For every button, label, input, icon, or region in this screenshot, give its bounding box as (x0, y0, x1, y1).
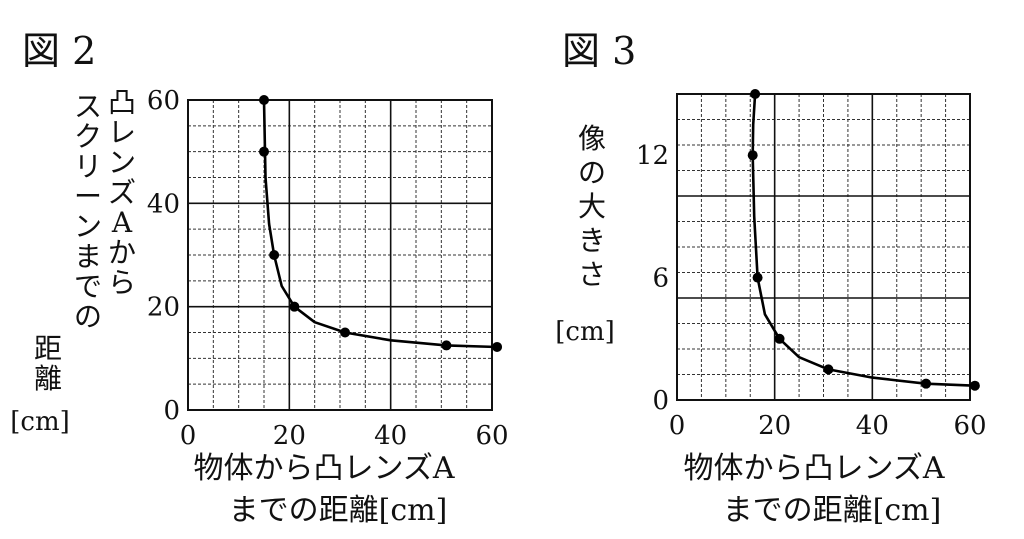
data-point (969, 380, 980, 391)
y-tick-label: 0 (163, 396, 180, 426)
x-tick-label: 20 (758, 411, 791, 441)
y-tick-label: 60 (147, 86, 180, 116)
data-point (921, 378, 932, 389)
y-tick-label: 40 (147, 189, 180, 219)
data-point (750, 89, 761, 99)
data-point (259, 146, 269, 157)
data-point (340, 327, 351, 338)
data-point (492, 341, 503, 352)
y-axis-label-line: 距離 (34, 332, 62, 395)
y-axis-label-line: スクリーンまでの (74, 90, 102, 333)
chart-2 (187, 95, 503, 411)
y-axis-unit: [cm] (555, 317, 615, 347)
x-tick-label: 60 (953, 411, 986, 441)
y-tick-label: 6 (652, 264, 669, 294)
y-tick-label: 0 (652, 386, 669, 416)
x-axis-label-line: 物体から凸レンズA (683, 451, 944, 486)
figure-label: 図 2 (22, 29, 96, 73)
data-point (289, 301, 300, 312)
y-axis-label-line: 凸レンズ A から (108, 86, 136, 299)
x-tick-label: 40 (856, 411, 889, 441)
x-tick-label: 40 (374, 421, 407, 451)
data-point (823, 364, 834, 375)
y-axis-label-line: 像の大きさ (578, 122, 606, 291)
x-tick-label: 60 (475, 421, 508, 451)
y-axis-unit: [cm] (10, 407, 70, 437)
y-tick-label: 20 (147, 293, 180, 323)
data-point (259, 95, 269, 105)
data-point (774, 333, 785, 344)
series-curve (262, 99, 498, 349)
x-tick-label: 0 (669, 411, 686, 441)
x-axis-label-line: 物体から凸レンズA (193, 451, 454, 486)
x-tick-label: 0 (180, 421, 197, 451)
x-axis-label-line: までの距離[cm] (723, 493, 942, 528)
x-tick-label: 20 (273, 421, 306, 451)
chart-3 (676, 89, 980, 401)
y-tick-label: 12 (636, 141, 669, 171)
figure-label: 図 3 (562, 29, 636, 73)
data-point (441, 340, 452, 351)
plot-frame (676, 93, 971, 401)
plot-frame (187, 99, 493, 411)
data-point (752, 272, 763, 283)
data-point (747, 150, 758, 161)
data-point (269, 250, 280, 260)
series-curve (751, 93, 975, 387)
x-axis-label-line: までの距離[cm] (229, 493, 448, 528)
